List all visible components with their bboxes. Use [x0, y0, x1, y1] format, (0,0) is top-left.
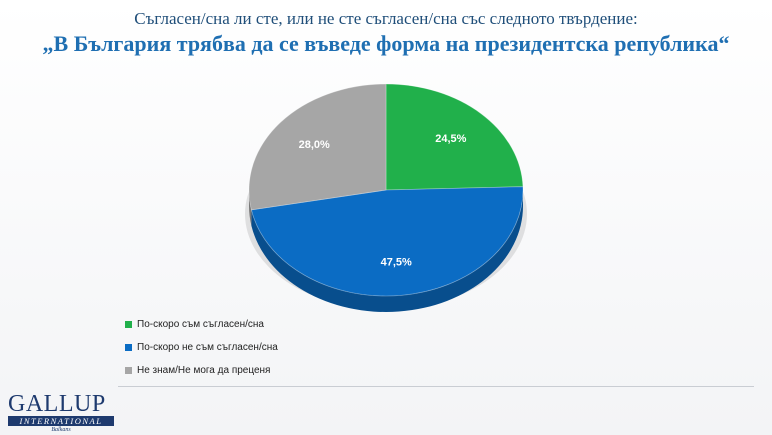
data-label-dont-know: 28,0%: [299, 139, 330, 151]
pie-slice-dont-know: [248, 83, 387, 211]
question-text: Съгласен/сна ли сте, или не сте съгласен…: [134, 9, 638, 28]
gallup-logo: GALLUP INTERNATIONAL Balkans: [8, 392, 118, 434]
footer-divider: [118, 386, 754, 387]
pie-side-dont-know: [249, 190, 252, 226]
pie-slice-disagree: [250, 186, 524, 297]
legend-swatch-disagree: [125, 343, 132, 351]
legend-item-dont-know: Не знам/Не мога да преценя: [125, 364, 355, 376]
logo-subtitle: INTERNATIONAL: [8, 416, 114, 426]
chart-title-block: Съгласен/сна ли сте, или не сте съгласен…: [0, 8, 772, 58]
legend-swatch-agree: [125, 320, 132, 328]
legend-swatch-dont-know: [125, 366, 132, 374]
data-label-agree: 24,5%: [435, 133, 466, 145]
statement-text: „В България трябва да се въведе форма на…: [42, 31, 730, 56]
logo-name: GALLUP: [8, 391, 106, 417]
logo-region: Balkans: [51, 427, 71, 433]
legend-label-disagree: По-скоро не съм съгласен/сна: [137, 341, 278, 353]
legend-label-agree: По-скоро съм съгласен/сна: [137, 318, 264, 330]
legend-label-dont-know: Не знам/Не мога да преценя: [137, 364, 271, 376]
legend-item-disagree: По-скоро не съм съгласен/сна: [125, 341, 355, 353]
legend-item-agree: По-скоро съм съгласен/сна: [125, 318, 355, 330]
pie-slice-agree: [385, 83, 524, 191]
chart-legend: По-скоро съм съгласен/сна По-скоро не съ…: [125, 318, 355, 387]
data-label-disagree: 47,5%: [381, 257, 412, 269]
